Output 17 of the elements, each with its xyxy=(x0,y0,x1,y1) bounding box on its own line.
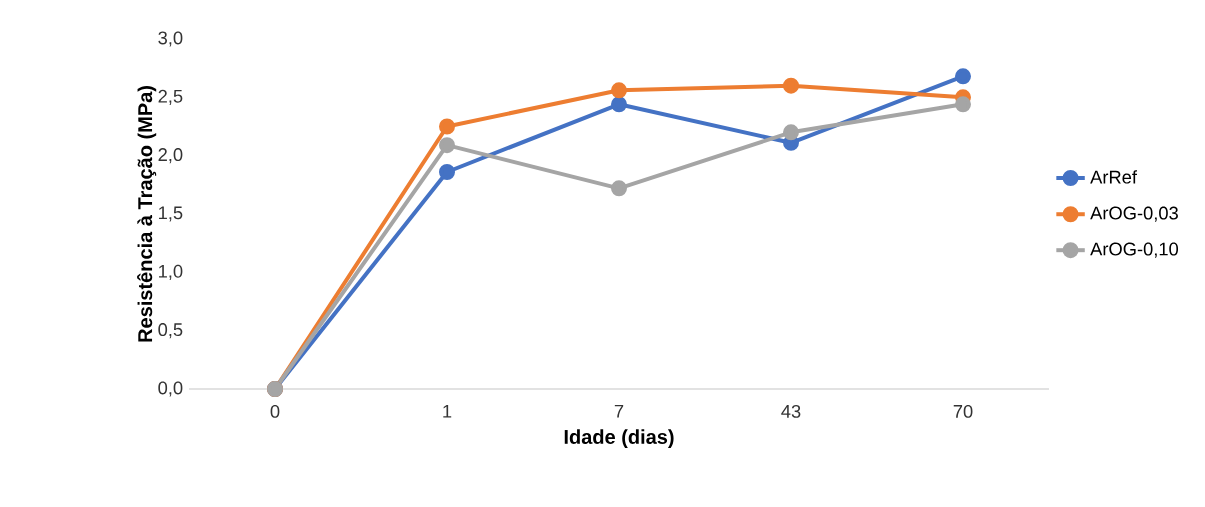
y-tick-label: 0,0 xyxy=(158,381,183,397)
y-tick-label: 1,5 xyxy=(159,206,183,222)
x-tick-label: 7 xyxy=(614,404,624,418)
x-tick-label: 70 xyxy=(953,404,973,418)
x-tick-label: 0 xyxy=(270,404,280,418)
y-tick-label: 3,0 xyxy=(158,31,183,47)
y-tick-label: 2,5 xyxy=(158,89,183,105)
legend-label: ArOG-0,10 xyxy=(1090,242,1179,258)
y-axis-title: Resistência à Tração (MPa) xyxy=(137,86,157,342)
y-tick-label: 2,0 xyxy=(158,148,183,164)
y-tick-label: 0,5 xyxy=(158,323,183,339)
x-tick-label: 1 xyxy=(443,404,452,418)
legend-label: ArOG-0,03 xyxy=(1090,206,1178,222)
x-tick-label: 43 xyxy=(781,404,801,418)
legend-label: ArRef xyxy=(1090,170,1138,184)
y-tick-label: 1,0 xyxy=(159,264,183,280)
x-axis-title: Idade (dias) xyxy=(564,429,674,448)
